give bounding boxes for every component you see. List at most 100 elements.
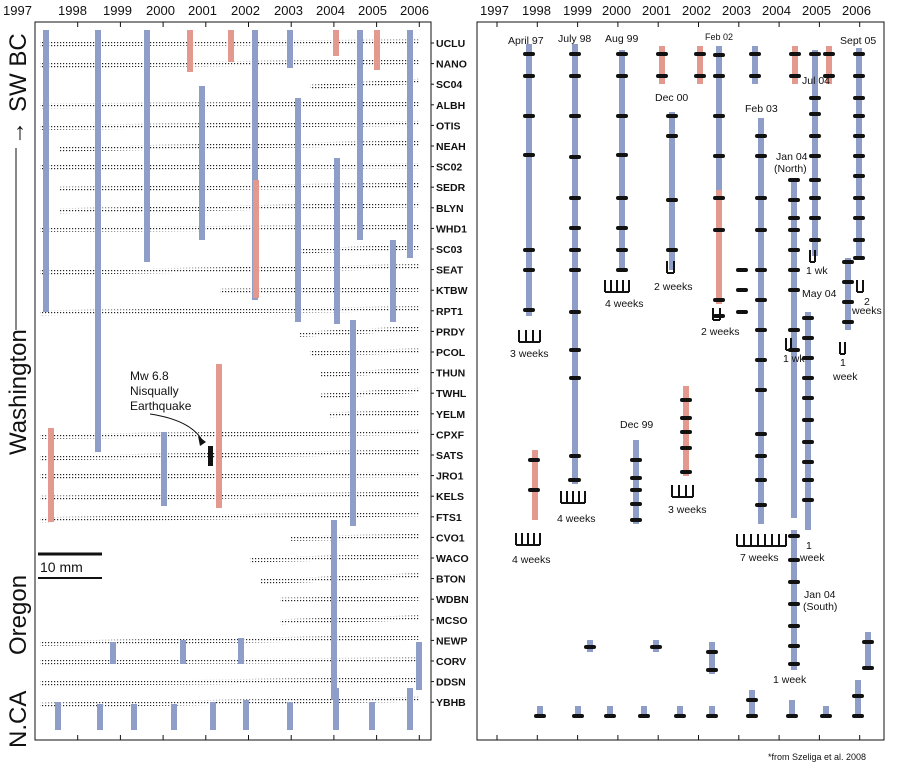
- left-year-2003: 2003: [274, 3, 303, 18]
- station-dash: [666, 248, 678, 252]
- station-label: BTON: [436, 574, 466, 586]
- scale-bar: 10 mm: [38, 552, 102, 579]
- station-dash: [680, 416, 692, 420]
- station-dash: [802, 498, 814, 502]
- label-jan04-north: Jan 04: [776, 151, 808, 163]
- label-feb03: Feb 03: [745, 103, 778, 115]
- station-dash: [713, 74, 725, 78]
- left-event-bar: [287, 30, 293, 68]
- left-event-bar: [357, 30, 363, 240]
- left-event-bar: [331, 520, 337, 700]
- station-label: CVO1: [436, 532, 465, 544]
- station-dash: [656, 74, 668, 78]
- station-dash: [788, 198, 800, 202]
- station-dash: [755, 328, 767, 332]
- station-label: MCSO: [436, 615, 468, 627]
- right-year-2003: 2003: [722, 3, 751, 18]
- station-dash: [802, 356, 814, 360]
- station-series-trace: [39, 472, 421, 480]
- station-dash: [788, 328, 800, 332]
- station-dash: [569, 348, 581, 352]
- label-dec99: Dec 99: [620, 419, 653, 431]
- station-dash: [630, 476, 642, 480]
- station-series-trace: [39, 429, 421, 439]
- right-event-labels: April 97 July 98 Aug 99 Feb 02 Sept 05 J…: [508, 32, 876, 613]
- station-dash: [809, 216, 821, 220]
- station-dash: [853, 238, 865, 242]
- right-event-bar: [641, 706, 647, 718]
- station-label: SEDR: [436, 182, 466, 194]
- right-event-bar: [537, 706, 543, 718]
- right-year-2006: 2006: [842, 3, 871, 18]
- right-year-1997: 1997: [480, 3, 509, 18]
- left-event-bar: [110, 642, 116, 664]
- station-dash: [809, 52, 821, 56]
- left-event-bar: [55, 702, 61, 730]
- station-dash: [569, 454, 581, 458]
- station-dash: [749, 74, 761, 78]
- station-label: JRO1: [436, 471, 464, 483]
- right-year-2000: 2000: [602, 3, 631, 18]
- station-dash: [523, 268, 535, 272]
- left-year-2001: 2001: [188, 3, 217, 18]
- right-event-bar: [791, 530, 797, 670]
- station-dash: [713, 228, 725, 232]
- right-event-bar: [855, 680, 861, 718]
- station-dash: [630, 488, 642, 492]
- station-dash: [616, 114, 628, 118]
- right-frame: [476, 21, 885, 741]
- left-year-2002: 2002: [231, 3, 260, 18]
- right-year-2004: 2004: [762, 3, 791, 18]
- duration-1week-a2: week: [799, 552, 825, 564]
- station-dash: [862, 640, 874, 644]
- right-event-bar: [812, 50, 818, 256]
- station-label: YBHB: [436, 697, 466, 709]
- duration-1w-b: 1: [840, 357, 846, 369]
- station-dash: [755, 228, 767, 232]
- station-series-trace: [59, 140, 421, 152]
- station-dash: [630, 518, 642, 522]
- station-series-trace: [39, 306, 421, 316]
- station-dash: [569, 310, 581, 314]
- duration-2weeks-01: 2 weeks: [654, 281, 693, 293]
- station-dash: [755, 154, 767, 158]
- duration-4weeks-97: 4 weeks: [512, 554, 551, 566]
- right-event-bar: [752, 46, 758, 84]
- left-event-bar: [171, 704, 177, 730]
- left-year-1999: 1999: [103, 3, 132, 18]
- station-series-trace: [39, 120, 421, 130]
- station-dash: [569, 248, 581, 252]
- left-event-bar: [407, 688, 413, 730]
- right-event-bar: [659, 46, 665, 84]
- station-series-trace: [279, 595, 421, 603]
- duration-1wk-a: 1 wk: [806, 265, 828, 277]
- left-frame: [34, 21, 432, 741]
- station-series-trace: [39, 224, 421, 232]
- region-washington: Washington: [5, 329, 32, 455]
- station-series-trace: [59, 182, 421, 192]
- station-label: OTIS: [436, 120, 461, 132]
- station-dash: [809, 196, 821, 200]
- station-label: SC04: [436, 79, 462, 91]
- station-dash: [809, 154, 821, 158]
- station-label: CPXF: [436, 429, 465, 441]
- station-dash: [852, 714, 864, 718]
- station-dash: [680, 398, 692, 402]
- left-event-bar: [95, 30, 101, 452]
- station-dash: [616, 74, 628, 78]
- station-series-trace: [289, 533, 421, 541]
- station-label: SATS: [436, 450, 463, 462]
- label-jan04-south: Jan 04: [804, 589, 836, 601]
- station-dash: [616, 268, 628, 272]
- right-ticks: [496, 22, 861, 740]
- region-nca: N.CA: [5, 691, 32, 748]
- station-dash: [706, 714, 718, 718]
- station-dash: [788, 216, 800, 220]
- station-dash: [788, 248, 800, 252]
- right-year-2002: 2002: [682, 3, 711, 18]
- station-dash: [802, 316, 814, 320]
- right-event-bar: [716, 190, 722, 304]
- station-dash: [630, 458, 642, 462]
- station-dash: [528, 458, 540, 462]
